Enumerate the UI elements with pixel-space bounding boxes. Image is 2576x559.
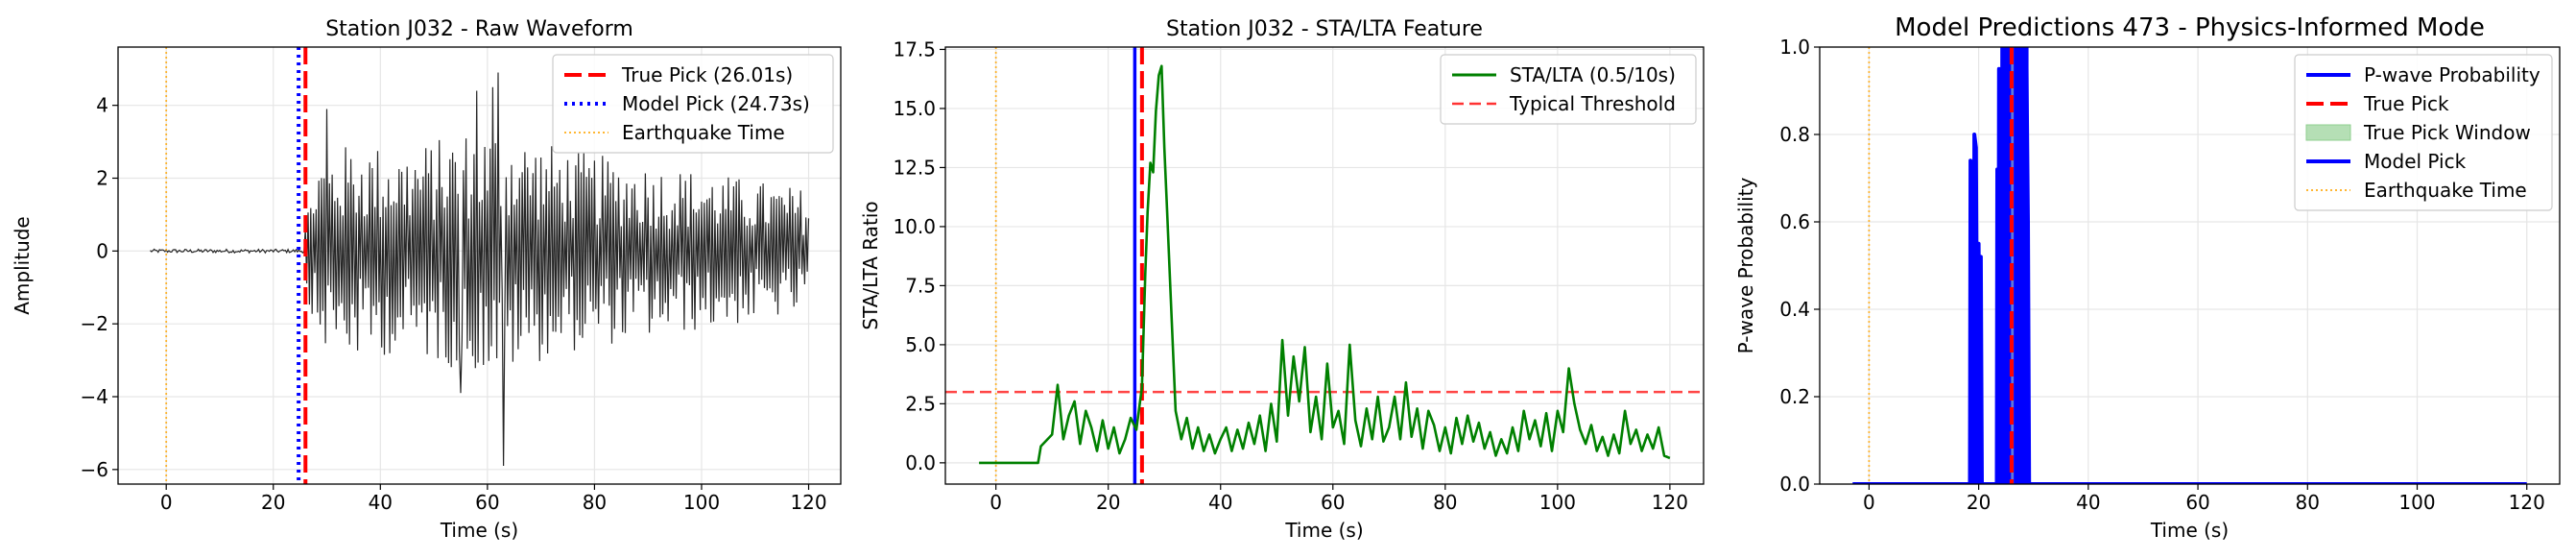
- legend-label: True Pick (26.01s): [621, 63, 793, 86]
- axes-frame: [1819, 46, 2561, 485]
- y-tick-label: 0.6: [1779, 210, 1810, 233]
- x-tick-label: 20: [261, 491, 285, 514]
- x-tick-label: 60: [2185, 491, 2209, 514]
- legend-box: [1440, 54, 1697, 125]
- legend-label: True Pick Window: [2363, 121, 2531, 144]
- legend-label: True Pick: [2363, 92, 2449, 115]
- x-tick-label: 40: [1208, 491, 1232, 514]
- legend-label: Typical Threshold: [1509, 92, 1676, 115]
- chart-title: Station J032 - STA/LTA Feature: [1166, 17, 1483, 41]
- y-tick-label: 2.5: [905, 392, 936, 415]
- chart-raw-waveform: 0 20 40 60 80 100 120 −6 −4 −2 0 2 4 Station J032 - R…: [11, 17, 842, 542]
- chart-model-predictions: 0 20 40 60 80 100 120 0.0 0.2 0.4 0.6 0.8 1.0 Model P…: [1734, 13, 2561, 542]
- x-tick-label: 40: [369, 491, 393, 514]
- x-tick-label: 80: [583, 491, 607, 514]
- y-tick-label: 17.5: [893, 37, 936, 61]
- chart-sta-lta: 0 20 40 60 80 100 120 0.0 2.5 5.0 7.5 10.0 12.5 15.0 1…: [859, 17, 1705, 542]
- x-tick-label: 40: [2076, 491, 2100, 514]
- y-tick-label: 5.0: [905, 333, 936, 356]
- x-tick-label: 20: [1967, 491, 1991, 514]
- x-tick-label: 100: [683, 491, 720, 514]
- y-tick-label: 4: [96, 94, 108, 117]
- x-tick-label: 60: [1321, 491, 1345, 514]
- x-tick-label: 120: [2509, 491, 2545, 514]
- y-tick-label: 7.5: [905, 274, 936, 297]
- y-tick-label: −4: [81, 385, 108, 408]
- legend: P-wave Probability True Pick True Pick Win…: [2294, 54, 2553, 211]
- chart-title: Station J032 - Raw Waveform: [325, 17, 633, 41]
- legend: STA/LTA (0.5/10s) Typical Threshold: [1440, 54, 1697, 125]
- axes-frame: [944, 46, 1705, 485]
- legend-label: Earthquake Time: [622, 121, 785, 144]
- y-tick-label: −6: [81, 458, 108, 481]
- sta-lta-line: [979, 64, 1671, 465]
- legend-label: Earthquake Time: [2364, 179, 2527, 202]
- y-tick-label: 12.5: [893, 156, 936, 179]
- x-tick-label: 80: [1433, 491, 1457, 514]
- x-tick-label: 120: [790, 491, 826, 514]
- axes-frame: [117, 46, 842, 485]
- y-tick-label: 0.0: [1779, 473, 1810, 496]
- y-tick-label: 0.8: [1779, 123, 1810, 146]
- y-tick-label: 0.2: [1779, 385, 1810, 408]
- waveform-line: [150, 72, 810, 467]
- x-axis-label: Time (s): [440, 519, 518, 542]
- y-tick-label: 0: [96, 239, 108, 262]
- x-tick-label: 0: [1863, 491, 1875, 514]
- y-axis-label: P-wave Probability: [1734, 178, 1757, 354]
- y-tick-label: 2: [96, 167, 108, 190]
- legend-label: P-wave Probability: [2364, 63, 2540, 86]
- y-axis-label: Amplitude: [11, 216, 34, 315]
- x-tick-label: 100: [1539, 491, 1576, 514]
- legend-label: Model Pick: [2364, 150, 2467, 173]
- x-tick-label: 0: [990, 491, 1002, 514]
- x-tick-label: 20: [1096, 491, 1120, 514]
- chart-title: Model Predictions 473 - Physics-Informed…: [1895, 13, 2485, 42]
- x-tick-label: 80: [2296, 491, 2320, 514]
- y-tick-label: 1.0: [1779, 36, 1810, 59]
- legend-swatch: [2305, 124, 2351, 141]
- x-axis-label: Time (s): [2150, 519, 2229, 542]
- legend-box: [2294, 54, 2553, 211]
- x-axis-label: Time (s): [1284, 519, 1363, 542]
- x-tick-label: 60: [475, 491, 499, 514]
- y-tick-label: 15.0: [893, 97, 936, 120]
- y-tick-label: 10.0: [893, 215, 936, 238]
- legend-label: STA/LTA (0.5/10s): [1510, 63, 1676, 86]
- x-tick-label: 120: [1652, 491, 1688, 514]
- x-tick-label: 0: [160, 491, 173, 514]
- y-tick-label: 0.0: [905, 451, 936, 474]
- legend-box: [552, 54, 834, 154]
- y-axis-label: STA/LTA Ratio: [859, 201, 882, 329]
- y-tick-label: −2: [81, 312, 108, 335]
- probability-fill: [2003, 47, 2029, 484]
- x-tick-label: 100: [2398, 491, 2435, 514]
- y-tick-label: 0.4: [1779, 298, 1810, 321]
- legend-label: Model Pick (24.73s): [622, 92, 810, 115]
- legend: True Pick (26.01s) Model Pick (24.73s) Ear…: [552, 54, 834, 154]
